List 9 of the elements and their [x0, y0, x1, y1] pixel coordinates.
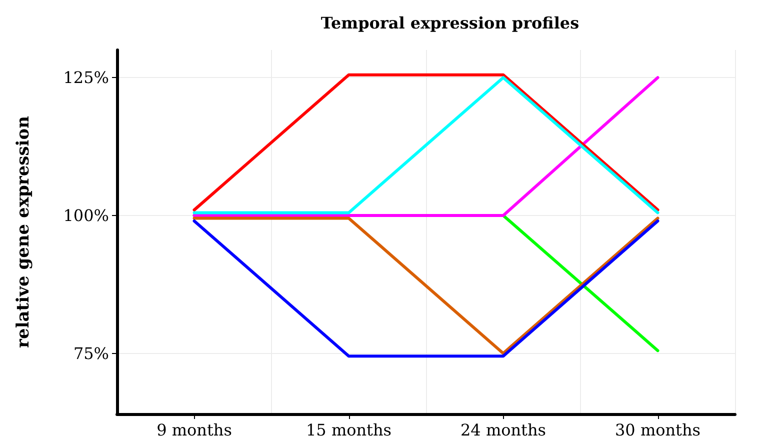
y-axis-title: relative gene expression	[14, 116, 34, 348]
chart-title: Temporal expression profiles	[320, 14, 580, 32]
x-tick-label: 30 months	[615, 420, 700, 440]
x-tick-label: 15 months	[306, 420, 392, 440]
x-tick-label: 24 months	[460, 420, 546, 440]
y-tick-label: 75%	[73, 344, 109, 363]
y-tick-label: 100%	[63, 206, 109, 225]
y-tick-label: 125%	[63, 68, 109, 88]
x-tick-label: 9 months	[156, 420, 232, 440]
